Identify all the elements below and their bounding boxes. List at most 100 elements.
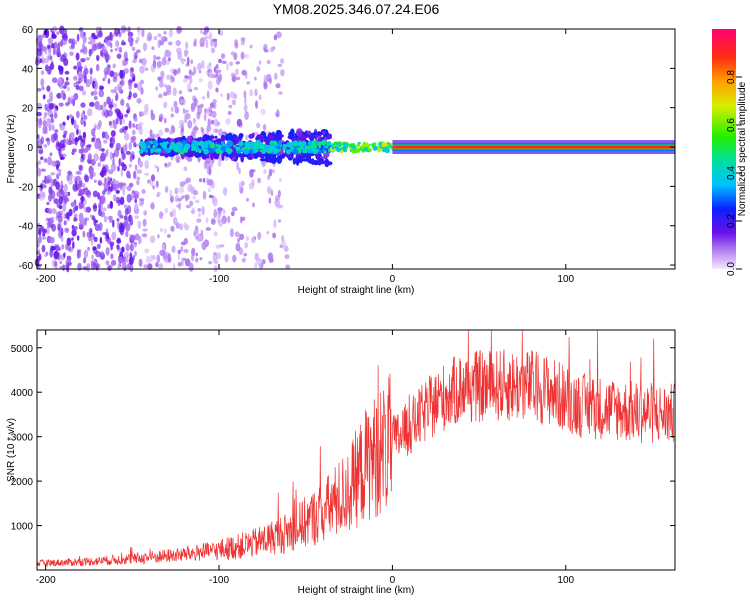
spectrogram-noise-blob [45, 217, 50, 222]
spectrogram-noise-blob [131, 46, 136, 51]
spectrogram-noise-blob [47, 156, 52, 166]
spectrogram-band-core [249, 141, 255, 147]
spectrogram-transition-blob [343, 149, 347, 153]
spectrogram-noise-blob [157, 234, 160, 239]
spectrogram-noise-blob [63, 130, 68, 136]
spectrogram-noise-blob [188, 262, 194, 272]
spectrogram-noise-blob [275, 195, 280, 201]
spectrogram-noise-blob [164, 127, 170, 133]
spectrogram-noise-blob [118, 227, 123, 233]
spectrogram-noise-blob [78, 164, 83, 171]
spectrogram-band-blob [298, 155, 304, 164]
spectrogram-noise-blob [96, 54, 100, 62]
spectrogram-noise-blob [98, 120, 102, 127]
spectrogram-noise-blob [254, 88, 258, 97]
spectrogram-noise-blob [90, 238, 94, 246]
spectrogram-noise-blob [42, 233, 46, 237]
spectrogram-band-core [140, 141, 146, 147]
spectrogram-noise-blob [195, 199, 200, 204]
spectrogram-noise-blob [87, 153, 92, 161]
spectrogram-noise-blob [46, 85, 51, 92]
spectrogram-noise-blob [80, 196, 85, 202]
spectrogram-noise-blob [161, 56, 167, 66]
spectrogram-band-blob [297, 131, 301, 135]
spectrogram-band-core [197, 149, 202, 154]
spectrogram-noise-blob [106, 96, 111, 105]
spectrogram-noise-blob [78, 85, 84, 92]
spectrogram-noise-blob [119, 69, 123, 79]
spectrogram-noise-blob [96, 243, 101, 249]
spectrogram-noise-blob [218, 219, 224, 227]
spectrogram-noise-blob [71, 138, 76, 145]
spectrogram-noise-blob [42, 179, 45, 184]
spectrogram-noise-blob [78, 180, 83, 188]
spectrogram-noise-blob [129, 243, 134, 252]
spectrogram-band-blob [326, 133, 332, 140]
spectrogram-noise-blob [78, 148, 84, 154]
spectrogram-noise-blob [64, 221, 68, 225]
spectrogram-noise-blob [53, 198, 59, 205]
spectrogram-noise-blob [244, 111, 250, 120]
spectrogram-noise-blob [215, 244, 221, 249]
spectrogram-noise-blob [71, 237, 74, 241]
spectrogram-noise-blob [57, 64, 62, 71]
spectrogram-noise-blob [122, 144, 127, 153]
spectrogram-noise-blob [256, 66, 261, 72]
spectrogram-noise-blob [124, 207, 129, 216]
spectrogram-noise-blob [199, 178, 203, 183]
spectrogram-noise-blob [118, 86, 123, 93]
spectrogram-noise-blob [244, 242, 248, 249]
spectrogram-noise-blob [168, 57, 171, 62]
spectrogram-noise-blob [89, 172, 94, 180]
spectrogram-noise-blob [50, 60, 54, 70]
spectrogram-noise-blob [46, 174, 52, 181]
spectrogram-noise-blob [125, 231, 129, 238]
spectrogram-noise-blob [104, 134, 110, 140]
spectrogram-noise-blob [91, 43, 97, 52]
spectrogram-noise-blob [198, 70, 202, 74]
spectrogram-noise-blob [176, 197, 182, 202]
spectrogram-noise-blob [115, 47, 122, 51]
spectrogram-band-blob [300, 133, 307, 143]
spectrogram-noise-blob [179, 119, 185, 127]
spectrogram-noise-blob [86, 206, 91, 213]
spectrogram-noise-blob [69, 114, 73, 119]
spectrogram-noise-blob [115, 142, 121, 151]
spectrogram-transition-blob [336, 142, 341, 147]
spectrogram-noise-blob [172, 87, 177, 96]
spectrogram-noise-blob [132, 129, 136, 136]
spectrogram-noise-blob [63, 183, 68, 192]
spectrogram-noise-blob [164, 207, 169, 214]
spectrogram-noise-blob [180, 245, 184, 252]
spectrogram-noise-blob [125, 222, 131, 232]
spectrogram-noise-blob [156, 166, 160, 173]
spectrogram-noise-blob [176, 47, 182, 54]
spectrogram-band-core [307, 140, 313, 146]
spectrogram-transition-blob [363, 142, 369, 148]
x-tick-label: -200 [36, 274, 56, 285]
spectrogram-noise-blob [100, 211, 106, 218]
spectrogram-noise-blob [205, 35, 210, 39]
spectrogram-noise-blob [204, 108, 207, 114]
spectrogram-band-blob [278, 154, 282, 163]
spectrogram-noise-blob [85, 79, 91, 88]
spectrogram-band-core [249, 149, 253, 154]
spectrogram-noise-blob [92, 190, 99, 198]
spectrogram-noise-blob [216, 79, 221, 84]
spectrogram-band-core [184, 143, 191, 150]
spectrogram-band-blob [213, 154, 219, 158]
spectrogram-band-core [315, 141, 319, 145]
spectrogram-noise-blob [91, 128, 96, 137]
spectrogram-noise-blob [153, 36, 158, 41]
spectrogram-noise-blob [82, 230, 86, 238]
spectrogram-noise-blob [171, 208, 177, 217]
spectrogram-band-core [215, 148, 222, 154]
y-tick-label: -40 [19, 222, 34, 233]
spectrogram-noise-blob [55, 48, 61, 57]
spectrogram-noise-blob [163, 31, 167, 35]
y-tick-label: 0 [27, 143, 33, 154]
spectrogram-frame [36, 28, 676, 270]
spectrogram-noise-blob [140, 87, 144, 95]
spectrogram-noise-blob [50, 216, 55, 224]
spectrogram-noise-blob [235, 76, 241, 81]
